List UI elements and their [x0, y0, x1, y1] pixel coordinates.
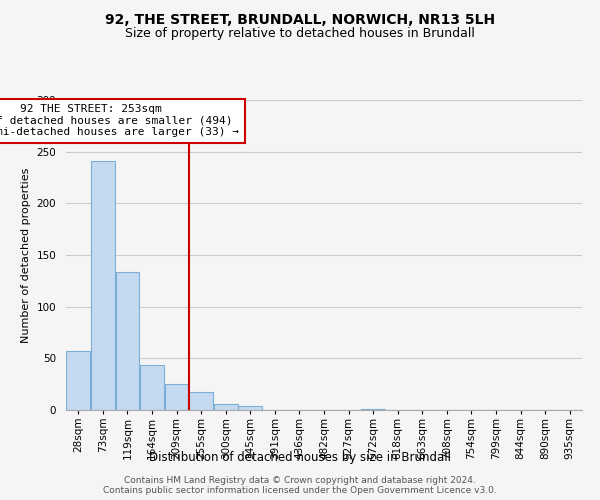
- Bar: [67, 351, 90, 410]
- Text: Distribution of detached houses by size in Brundall: Distribution of detached houses by size …: [149, 451, 451, 464]
- Y-axis label: Number of detached properties: Number of detached properties: [21, 168, 31, 342]
- Bar: [189, 392, 213, 410]
- Text: 92 THE STREET: 253sqm
← 94% of detached houses are smaller (494)
6% of semi-deta: 92 THE STREET: 253sqm ← 94% of detached …: [0, 104, 239, 138]
- Bar: [238, 406, 262, 410]
- Bar: [91, 161, 115, 410]
- Bar: [140, 364, 164, 410]
- Text: Contains HM Land Registry data © Crown copyright and database right 2024.
Contai: Contains HM Land Registry data © Crown c…: [103, 476, 497, 495]
- Bar: [214, 404, 238, 410]
- Bar: [116, 272, 139, 410]
- Text: Size of property relative to detached houses in Brundall: Size of property relative to detached ho…: [125, 28, 475, 40]
- Bar: [361, 409, 385, 410]
- Text: 92, THE STREET, BRUNDALL, NORWICH, NR13 5LH: 92, THE STREET, BRUNDALL, NORWICH, NR13 …: [105, 12, 495, 26]
- Bar: [164, 384, 188, 410]
